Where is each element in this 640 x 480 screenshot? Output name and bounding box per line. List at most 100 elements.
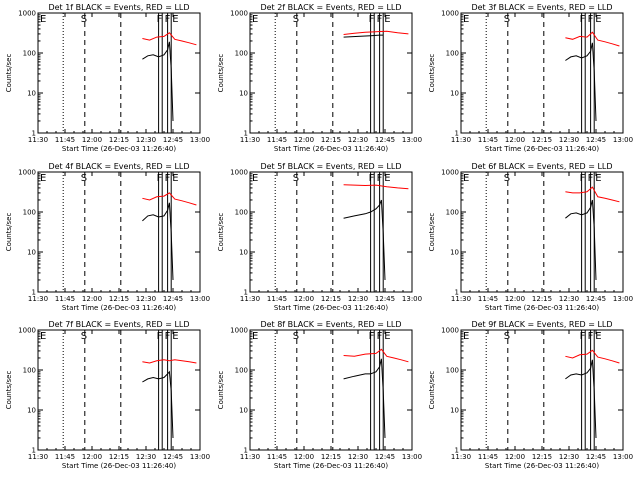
chart-title: Det 8f BLACK = Events, RED = LLD: [260, 320, 401, 329]
flag-label: E: [252, 331, 258, 342]
y-axis-label: Counts/sec: [217, 54, 225, 93]
x-tick-label: 12:45: [163, 136, 183, 144]
plot-frame: [460, 171, 624, 293]
flag-label: S: [504, 14, 510, 25]
y-tick-label: 1000: [230, 327, 248, 335]
x-tick-label: 12:45: [375, 136, 395, 144]
x-tick-label: 11:45: [478, 295, 498, 303]
x-tick-label: 12:15: [532, 295, 552, 303]
y-axis-label: Counts/sec: [5, 213, 13, 252]
chart-title: Det 6f BLACK = Events, RED = LLD: [471, 162, 612, 171]
x-tick-label: 12:15: [321, 136, 341, 144]
y-tick-label: 1: [32, 447, 36, 455]
x-axis-label: Start Time (26-Dec-03 11:26:40): [62, 145, 176, 153]
y-tick-label: 100: [23, 209, 36, 217]
series-line-red: [343, 184, 409, 190]
series-line-red: [343, 30, 409, 35]
flag-label: E: [384, 14, 390, 25]
x-axis-label: Start Time (26-Dec-03 11:26:40): [485, 462, 599, 470]
y-tick-label: 100: [446, 50, 459, 58]
plot-frame: [460, 329, 624, 451]
y-tick-label: 1: [244, 447, 248, 455]
series-line-black: [565, 359, 597, 439]
x-tick-label: 13:00: [190, 453, 210, 461]
flag-label: E: [172, 173, 178, 184]
series-line-black: [343, 358, 386, 439]
flag-label: S: [504, 331, 510, 342]
x-axis-label: Start Time (26-Dec-03 11:26:40): [274, 462, 388, 470]
x-tick-label: 12:45: [375, 453, 395, 461]
x-tick-label: 12:15: [321, 295, 341, 303]
flag-label: E: [252, 173, 258, 184]
x-tick-label: 12:00: [82, 136, 102, 144]
flag-label: E: [384, 173, 390, 184]
x-tick-label: 12:00: [294, 453, 314, 461]
x-tick-label: 12:00: [505, 453, 525, 461]
flag-label: E: [40, 173, 46, 184]
y-tick-label: 100: [446, 209, 459, 217]
y-tick-label: 1: [244, 130, 248, 138]
x-tick-label: 12:00: [82, 295, 102, 303]
x-tick-label: 12:45: [586, 453, 606, 461]
x-tick-label: 13:00: [190, 136, 210, 144]
flag-label: S: [81, 14, 87, 25]
x-tick-label: 12:00: [82, 453, 102, 461]
flag-label: F: [377, 331, 383, 342]
flag-label: E: [463, 14, 469, 25]
flag-label: F: [588, 173, 594, 184]
x-tick-label: 12:00: [294, 295, 314, 303]
x-tick-label: 11:45: [267, 453, 287, 461]
x-tick-label: 11:30: [451, 136, 471, 144]
x-tick-label: 12:30: [136, 295, 156, 303]
y-tick-label: 1000: [441, 169, 459, 177]
x-tick-label: 11:30: [28, 136, 48, 144]
series-line-black: [142, 370, 174, 439]
x-tick-label: 12:30: [348, 136, 368, 144]
flag-label: E: [384, 331, 390, 342]
flag-label: F: [580, 173, 586, 184]
y-tick-label: 100: [23, 367, 36, 375]
x-axis-label: Start Time (26-Dec-03 11:26:40): [274, 304, 388, 312]
x-tick-label: 13:00: [402, 136, 422, 144]
x-axis-label: Start Time (26-Dec-03 11:26:40): [62, 462, 176, 470]
y-axis-label: Counts/sec: [428, 54, 436, 93]
series-line-red: [142, 192, 197, 206]
series-line-red: [565, 186, 620, 203]
flag-label: E: [595, 14, 601, 25]
flag-label: E: [595, 173, 601, 184]
x-tick-label: 11:45: [55, 295, 75, 303]
series-line-black: [142, 202, 174, 281]
y-tick-label: 1000: [441, 10, 459, 18]
y-tick-label: 1: [32, 130, 36, 138]
plot-frame: [37, 329, 201, 451]
y-tick-label: 1: [455, 130, 459, 138]
flag-label: S: [81, 173, 87, 184]
y-axis-label: Counts/sec: [217, 213, 225, 252]
series-line-red: [343, 348, 409, 363]
flag-label: S: [504, 173, 510, 184]
x-tick-label: 12:15: [109, 136, 129, 144]
flag-label: F: [369, 173, 375, 184]
x-tick-label: 13:00: [190, 295, 210, 303]
series-line-black: [565, 199, 597, 281]
y-tick-label: 1000: [230, 169, 248, 177]
flag-label: E: [40, 14, 46, 25]
x-tick-label: 12:45: [163, 295, 183, 303]
x-tick-label: 11:30: [451, 295, 471, 303]
flag-label: S: [81, 331, 87, 342]
y-tick-label: 100: [235, 367, 248, 375]
flag-label: F: [157, 173, 163, 184]
series-line-red: [142, 359, 197, 364]
x-axis-label: Start Time (26-Dec-03 11:26:40): [485, 304, 599, 312]
x-tick-label: 12:30: [559, 453, 579, 461]
x-tick-label: 11:30: [240, 453, 260, 461]
flag-label: F: [580, 331, 586, 342]
flag-label: E: [463, 331, 469, 342]
